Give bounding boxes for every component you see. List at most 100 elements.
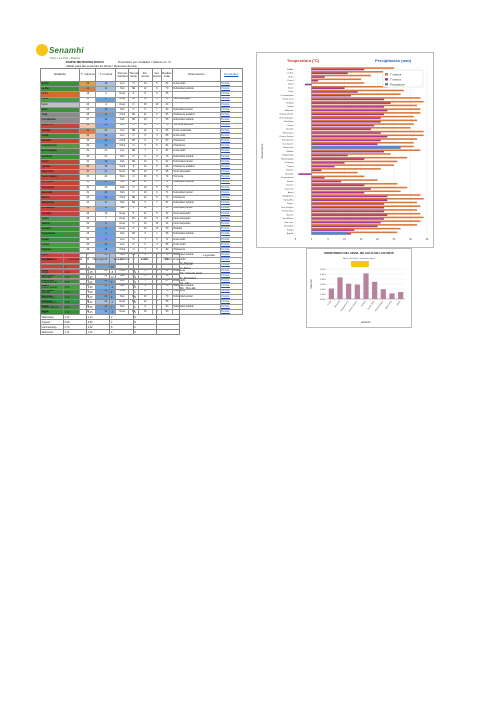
tmin-bar xyxy=(311,113,385,116)
tmin-bar xyxy=(311,79,319,82)
tmax-bar xyxy=(311,71,385,73)
tmax-bar xyxy=(311,160,398,163)
tmax-bar xyxy=(311,227,401,230)
col-radiation: Radiac. solar xyxy=(161,68,173,82)
category-label: Santa Cruz xyxy=(283,98,294,101)
brand-name: Senamhi xyxy=(49,46,84,55)
tick-label: 30 xyxy=(409,238,412,241)
legend-label: T máxima xyxy=(390,72,402,76)
table-row: Ascensión 31 20 Nub N 10 6 71 Nubosidad parcial P… xyxy=(39,189,244,197)
category-label: Camargo xyxy=(285,161,295,164)
tmin-bar xyxy=(311,184,365,187)
tick-label: 5.000 xyxy=(320,274,326,276)
tmin-bar xyxy=(311,177,325,179)
tmax-bar xyxy=(311,127,411,129)
table-row: Sorata 20 9 Lluv N 7 5 72 Lluvia débil Pronóst. xyxy=(39,236,244,243)
river-bar xyxy=(346,283,352,299)
category-label: Riberalta xyxy=(285,109,295,112)
river-table-body: m m cm Cobija 2.10 2.15 -5 N Riberalta 4.32 4.20 12… xyxy=(39,264,181,335)
legend-label: T mínima xyxy=(390,77,401,81)
table-row: Santa Cruz 33 22 Torm N 18 5 78 Tormenta eléctri… xyxy=(39,122,244,129)
tmax-bar xyxy=(311,85,388,88)
tmin-bar xyxy=(311,158,365,160)
category-label: Concepción xyxy=(282,143,294,145)
tmax-bar xyxy=(311,220,421,222)
tmin-bar xyxy=(311,128,371,131)
category-label: Sorata xyxy=(287,180,294,183)
chart-legend xyxy=(382,69,424,88)
category-label: San Matías xyxy=(282,217,294,220)
tmin-bar xyxy=(311,221,381,224)
category-label: Puerto Suárez xyxy=(280,135,294,138)
table-row: Trinidad 5.12 5.08 4 A xyxy=(39,289,181,295)
tmax-bar xyxy=(311,89,404,92)
table-cell: 2 xyxy=(109,329,134,335)
tmax-bar xyxy=(311,171,358,174)
category-label: Puerto Varador xyxy=(348,300,358,313)
tmin-bar xyxy=(311,139,381,142)
tmin-bar xyxy=(311,229,355,231)
tmin-bar xyxy=(304,83,312,86)
tmin-bar xyxy=(311,94,352,97)
table-row: Coroico 26 16 Lluv N 6 4 86 Lluvia débil Pronóst. xyxy=(39,241,244,249)
report-note: Pronóstico por ciudades / Valores en °C xyxy=(118,60,172,64)
tmax-bar xyxy=(311,67,394,69)
river-col-variation: Variación 24 h xyxy=(109,253,134,265)
tmax-bar xyxy=(311,190,401,193)
chart-subtitle: Nivel actual (m) / Variación diaria xyxy=(343,257,376,260)
category-label: La Paz xyxy=(287,73,294,75)
legend-label: Precipitación xyxy=(390,82,405,86)
col-weather-pm: Tiempo tarde xyxy=(128,68,139,82)
category-label: Cobija xyxy=(327,300,332,307)
tmin-bar xyxy=(311,165,335,168)
category-label: Reyes xyxy=(287,203,294,205)
category-label: Potosí xyxy=(287,79,294,82)
tmax-bar xyxy=(311,93,401,96)
tmax-bar xyxy=(311,175,365,178)
col-tmax: T. máxima xyxy=(79,68,97,82)
river-bar xyxy=(337,277,343,299)
tmax-bar xyxy=(311,123,414,125)
tmax-bar xyxy=(311,74,371,77)
category-label: Guayaramerín xyxy=(341,300,350,312)
tick-label: -5 xyxy=(294,238,297,241)
category-label: El Alto xyxy=(287,68,294,71)
tmax-bar xyxy=(311,183,398,185)
tmax-bar xyxy=(311,115,414,118)
category-label: Villamontes xyxy=(282,131,294,134)
category-label: Camiri xyxy=(287,124,294,127)
category-label: Coroico xyxy=(286,184,294,187)
tmin-bar xyxy=(311,106,385,108)
category-label: Caranavi xyxy=(285,187,294,190)
tmax-bar xyxy=(311,108,421,110)
tmin-bar xyxy=(311,109,388,112)
tmin-bar xyxy=(311,195,388,198)
river-bar xyxy=(389,293,395,299)
tmin-bar xyxy=(311,180,342,183)
category-label: Monteagudo xyxy=(281,157,294,160)
tmin-bar xyxy=(311,91,358,93)
category-label: Puerto Rico xyxy=(282,210,294,213)
tmin-bar xyxy=(311,124,375,127)
river-bar xyxy=(372,281,378,299)
table-row: Puerto Siles 3.44 3.40 4 N xyxy=(39,294,181,300)
weather-table-header: Estación T. máxima T. mínima Tiempo maña… xyxy=(39,68,244,82)
legend-swatch xyxy=(385,73,388,76)
table-cell: 1.10 xyxy=(86,329,111,335)
tmin-bar xyxy=(311,218,385,220)
tmax-bar xyxy=(311,141,414,144)
tmin-bar xyxy=(311,143,378,146)
col-forecast: Pronóstico xyxy=(219,68,244,82)
report-title: PARTE METEOROLÓGICO xyxy=(66,60,104,64)
tick-label: 10 xyxy=(343,238,346,241)
tick-label: 0 xyxy=(311,238,313,241)
category-label: Roboré xyxy=(286,150,294,153)
category-label: Puerto Siles xyxy=(367,300,376,311)
chart-title: Temperatura (ºC) xyxy=(287,58,320,63)
tmax-bar xyxy=(311,119,418,122)
legend-item: N : Normal xyxy=(180,262,193,265)
tmax-bar xyxy=(311,201,418,204)
tmin-bar xyxy=(311,210,385,213)
table-row: Camiri 31 19 Nub SE 13 6 62 Nubosidad parcial Pro… xyxy=(39,158,244,166)
forecast-link[interactable]: Pronóst. xyxy=(219,309,244,316)
